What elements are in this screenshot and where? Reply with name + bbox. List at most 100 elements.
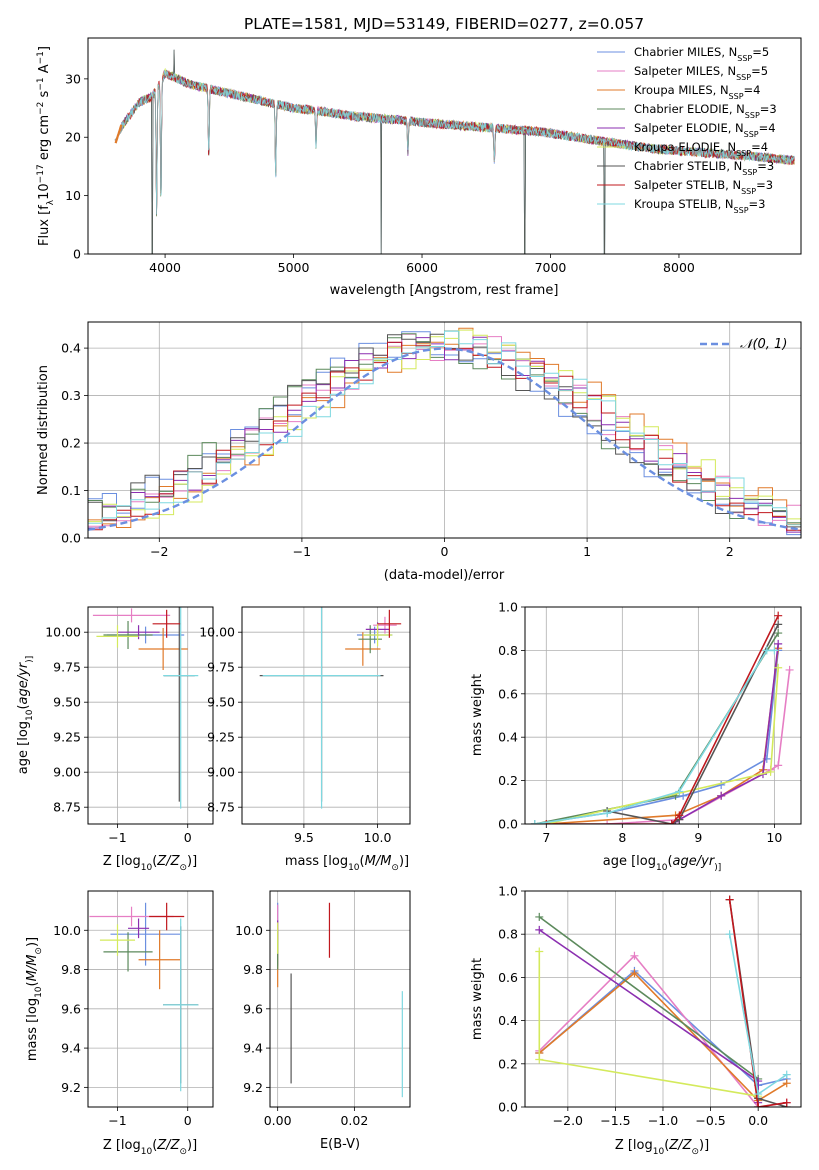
weight-line-salpeter_stelib bbox=[728, 899, 787, 1107]
weight-marker-kroupa_stelib bbox=[782, 1070, 791, 1079]
x-tick-label: 0.02 bbox=[340, 1113, 368, 1128]
errorbars bbox=[277, 902, 403, 1098]
weight-marker-kroupa_stelib bbox=[725, 930, 734, 939]
label-part: )] bbox=[399, 854, 409, 869]
weight-marker-kroupa_elodie bbox=[535, 947, 544, 956]
x-tick-label: 9.5 bbox=[294, 830, 314, 845]
y-tick-label: 9.75 bbox=[207, 660, 235, 675]
label-part: )] bbox=[714, 863, 721, 873]
x-tick-label: 10.0 bbox=[364, 830, 392, 845]
y-tick-label: 0.4 bbox=[498, 730, 518, 745]
errorbars bbox=[89, 902, 199, 1092]
age-z-xlabel: Z [log10(Z/Z⊙)] bbox=[103, 854, 197, 873]
x-tick-label: −0.5 bbox=[695, 1113, 725, 1128]
y-tick-label: 9.50 bbox=[53, 695, 81, 710]
weight-marker-salpeter_elodie bbox=[717, 791, 726, 800]
y-tick-label: 30 bbox=[65, 71, 81, 86]
age-z-ylabel: age [log10(age/yr)] bbox=[16, 656, 35, 774]
mass-z-xlabel: Z [log10(Z/Z⊙)] bbox=[103, 1138, 197, 1157]
label-part: age/yr bbox=[673, 854, 716, 869]
weight-marker-kroupa_miles bbox=[782, 1079, 791, 1088]
spectrum-blue-end bbox=[114, 124, 123, 144]
label-part: ⊙ bbox=[34, 947, 44, 955]
label-part: )] bbox=[25, 937, 40, 947]
weight-marker-salpeter_stelib bbox=[754, 1103, 763, 1107]
legend-text: Chabrier STELIB, N bbox=[634, 159, 742, 173]
label-part: Z [log bbox=[103, 1138, 141, 1153]
weight-marker-kroupa_stelib bbox=[530, 820, 539, 824]
legend-label: Chabrier MILES, NSSP=5 bbox=[634, 45, 769, 63]
x-tick-label: 0 bbox=[184, 1113, 192, 1128]
label-part: age [log bbox=[16, 721, 31, 774]
x-tick-label: 1 bbox=[583, 544, 591, 559]
y-tick-label: 10.00 bbox=[45, 625, 81, 640]
y-tick-label: 0.0 bbox=[61, 531, 81, 546]
y-tick-label: 9.4 bbox=[243, 1041, 263, 1056]
y-tick-label: 0.4 bbox=[61, 341, 81, 356]
x-tick-label: −1 bbox=[293, 544, 311, 559]
spectrum-title: PLATE=1581, MJD=53149, FIBERID=0277, z=0… bbox=[244, 15, 644, 33]
mass-z-frame bbox=[87, 890, 214, 1108]
label-part: M/M bbox=[25, 955, 40, 982]
histogram-salpeter_elodie bbox=[88, 336, 801, 533]
legend-sub: SSP bbox=[736, 149, 751, 158]
weight-lines bbox=[530, 611, 794, 824]
histogram-kroupa_stelib bbox=[88, 330, 801, 526]
x-tick-label: 8 bbox=[618, 830, 626, 845]
ylabel-part: −2 bbox=[36, 102, 46, 115]
y-tick-label: 1.0 bbox=[498, 884, 518, 899]
legend-sub: SSP bbox=[745, 111, 760, 120]
weight-marker-kroupa_stelib bbox=[762, 646, 771, 655]
label-part: M/M bbox=[365, 854, 392, 869]
x-tick-label: 10 bbox=[766, 830, 782, 845]
ylabel-part: 10 bbox=[37, 183, 52, 200]
weight-marker-salpeter_elodie bbox=[774, 639, 783, 648]
weight-marker-salpeter_stelib bbox=[667, 820, 676, 824]
ylabel-part: ] bbox=[37, 46, 52, 51]
legend-text: Salpeter ELODIE, N bbox=[634, 121, 744, 135]
legend-tail: =3 bbox=[749, 197, 766, 211]
y-tick-label: 9.2 bbox=[243, 1080, 263, 1095]
label-part: ( bbox=[25, 981, 40, 986]
x-tick-label: 8000 bbox=[663, 260, 695, 275]
x-tick-label: −2 bbox=[150, 544, 168, 559]
label-part: 10 bbox=[348, 863, 360, 873]
legend-sub: SSP bbox=[734, 206, 749, 215]
weight-marker-chabrier_elodie bbox=[774, 629, 783, 638]
age-mass-xlabel: mass [log10(M/M⊙)] bbox=[285, 854, 409, 873]
legend-label: Salpeter ELODIE, NSSP=4 bbox=[634, 121, 776, 139]
y-tick-label: 0.6 bbox=[498, 970, 518, 985]
y-tick-label: 10.00 bbox=[199, 625, 235, 640]
weight-line-salpeter_elodie bbox=[675, 643, 779, 823]
ylabel-part: s bbox=[37, 90, 52, 101]
legend-label: Kroupa MILES, NSSP=4 bbox=[634, 83, 760, 101]
weight-vs-age-panel: mass weight 7 8 9 10 0.0 0.2 0.4 0.6 0.8 1.0 age [… bbox=[470, 600, 802, 873]
x-tick-label: −2.0 bbox=[553, 1113, 583, 1128]
label-part: Z [log bbox=[103, 854, 141, 869]
legend-sub: SSP bbox=[736, 73, 751, 82]
label-part: age [log bbox=[603, 854, 656, 869]
weight-marker-chabrier_miles bbox=[717, 780, 726, 789]
y-tick-label: 0.0 bbox=[498, 817, 518, 832]
label-part: Z/Z bbox=[156, 854, 180, 869]
weight-age-frame bbox=[524, 606, 802, 825]
x-tick-label: 9 bbox=[694, 830, 702, 845]
gaussian-curve bbox=[88, 347, 801, 531]
legend-tail: =4 bbox=[751, 140, 768, 154]
spectrum-panel: PLATE=1581, MJD=53149, FIBERID=0277, z=0… bbox=[36, 15, 802, 298]
label-part: Z/Z bbox=[668, 1138, 692, 1153]
y-tick-label: 20 bbox=[65, 130, 81, 145]
residual-ylabel: Normed distribution bbox=[36, 365, 51, 495]
label-part: )] bbox=[699, 1138, 709, 1153]
y-tick-label: 1.0 bbox=[498, 600, 518, 615]
histogram-salpeter_stelib bbox=[88, 341, 801, 531]
weight-marker-salpeter_stelib bbox=[542, 820, 551, 824]
mass-ebv-xlabel: E(B-V) bbox=[320, 1137, 360, 1152]
x-tick-label: −1.5 bbox=[600, 1113, 630, 1128]
legend-label: Chabrier STELIB, NSSP=3 bbox=[634, 159, 774, 177]
y-tick-label: 0.1 bbox=[61, 483, 81, 498]
weight-marker-chabrier_miles bbox=[679, 791, 688, 800]
weight-marker-salpeter_elodie bbox=[535, 925, 544, 934]
y-tick-label: 0.0 bbox=[498, 1100, 518, 1115]
legend-tail: =3 bbox=[760, 102, 777, 116]
